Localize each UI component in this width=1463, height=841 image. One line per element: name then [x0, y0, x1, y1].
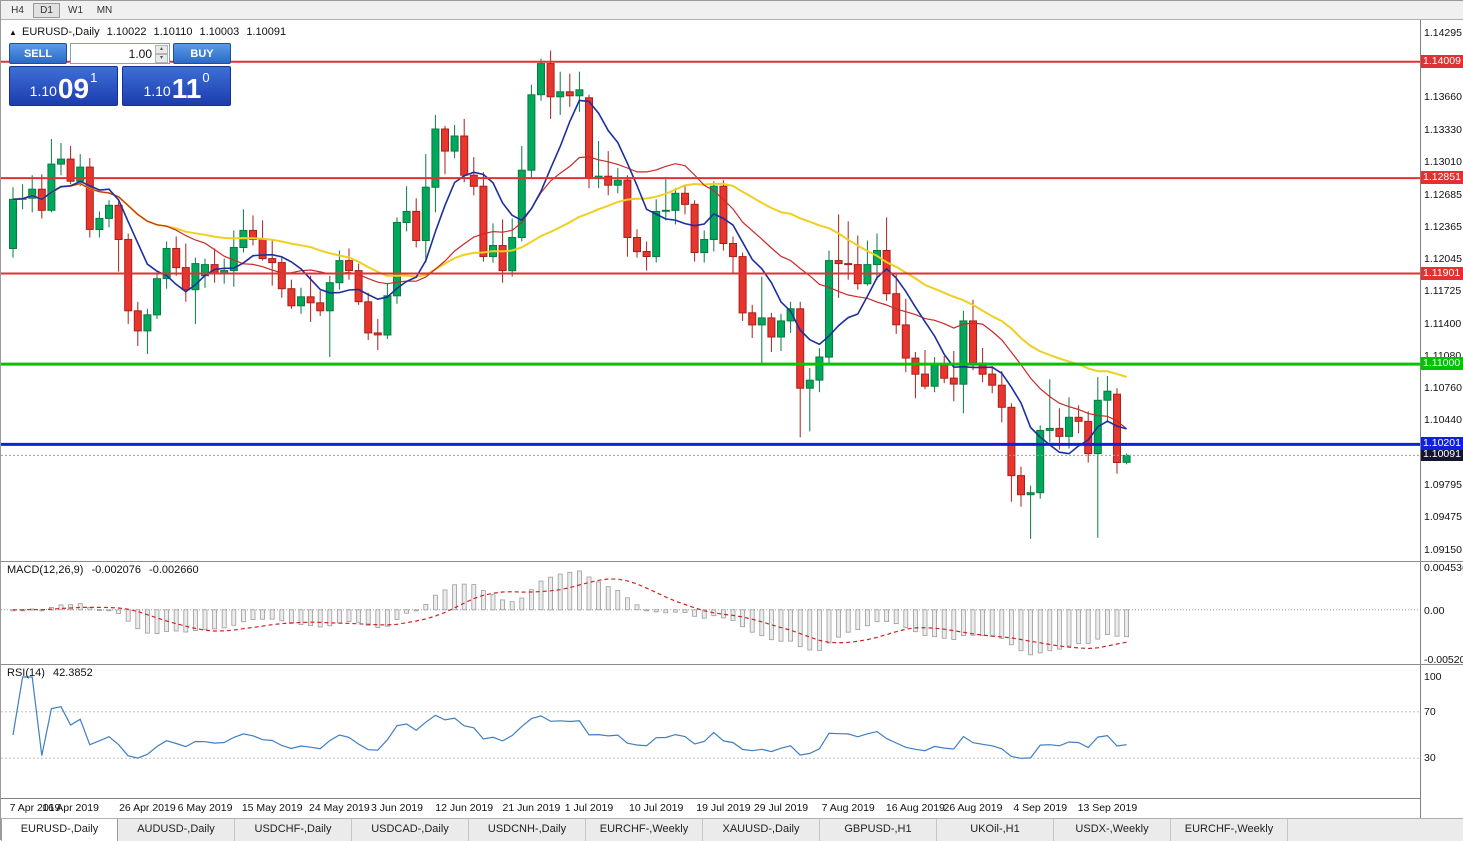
macd-signal-value: -0.002660	[149, 564, 199, 576]
chart-tab-audusd-daily[interactable]: AUDUSD-,Daily	[118, 819, 235, 841]
chart-tab-eurusd-daily[interactable]: EURUSD-,Daily	[1, 819, 118, 841]
time-axis-label: 12 Jun 2019	[435, 802, 493, 814]
ohlc-open: 1.10022	[107, 26, 147, 38]
price-tick: 1.09475	[1424, 511, 1462, 523]
level-price-label: 1.11901	[1421, 267, 1463, 280]
panel-splitter[interactable]	[1, 561, 1463, 562]
price-tick: 1.10440	[1424, 414, 1462, 426]
time-axis-label: 19 Jul 2019	[696, 802, 750, 814]
chart-symbol-label: EURUSD-,Daily	[22, 26, 100, 38]
time-axis-label: 10 Jul 2019	[629, 802, 683, 814]
timeframe-button-h4[interactable]: H4	[4, 3, 31, 18]
time-axis-label: 21 Jun 2019	[502, 802, 560, 814]
lot-decrease-button[interactable]: ▾	[155, 54, 168, 63]
time-axis-label: 26 Aug 2019	[944, 802, 1003, 814]
time-axis-label: 16 Apr 2019	[42, 802, 99, 814]
price-tick: 1.12685	[1424, 189, 1462, 201]
chart-tab-ukoil-h1[interactable]: UKOil-,H1	[937, 819, 1054, 841]
level-price-label: 1.12851	[1421, 171, 1463, 184]
time-axis-label: 24 May 2019	[309, 802, 370, 814]
chart-tab-eurchf-weekly[interactable]: EURCHF-,Weekly	[1171, 819, 1288, 841]
buy-price-pips: 11	[172, 75, 202, 103]
time-axis-label: 15 May 2019	[242, 802, 303, 814]
chart-tab-usdcnh-daily[interactable]: USDCNH-,Daily	[469, 819, 586, 841]
time-axis-label: 16 Aug 2019	[886, 802, 945, 814]
price-tick: 1.13330	[1424, 124, 1462, 136]
sell-price-pips: 09	[58, 75, 89, 103]
time-axis-label: 26 Apr 2019	[119, 802, 176, 814]
buy-price-display[interactable]: 1.10 11 0	[122, 66, 231, 106]
chart-tab-xauusd-daily[interactable]: XAUUSD-,Daily	[703, 819, 820, 841]
time-axis-label: 4 Sep 2019	[1013, 802, 1067, 814]
rsi-axis-label: 70	[1424, 706, 1436, 718]
price-tick: 1.12045	[1424, 253, 1462, 265]
price-tick: 1.11400	[1424, 318, 1461, 330]
chart-tab-usdx-weekly[interactable]: USDX-,Weekly	[1054, 819, 1171, 841]
rsi-axis-label: 30	[1424, 752, 1436, 764]
buy-price-point: 0	[202, 70, 209, 85]
ohlc-low: 1.10003	[200, 26, 240, 38]
time-axis-label: 29 Jul 2019	[754, 802, 808, 814]
price-tick: 1.11725	[1424, 285, 1461, 297]
time-axis-label: 1 Jul 2019	[565, 802, 613, 814]
panel-splitter[interactable]	[1, 664, 1463, 665]
price-axis[interactable]: 1.142951.139951.136601.133301.130101.126…	[1420, 20, 1463, 818]
ohlc-info: ▲ EURUSD-,Daily 1.10022 1.10110 1.10003 …	[9, 26, 290, 38]
macd-chart[interactable]	[1, 562, 1420, 664]
macd-axis-label: 0.004536	[1424, 562, 1463, 574]
rsi-axis-label: 100	[1424, 671, 1442, 683]
price-tick: 1.10760	[1424, 382, 1462, 394]
timeframe-button-w1[interactable]: W1	[62, 3, 89, 18]
rsi-value: 42.3852	[53, 667, 93, 679]
rsi-chart[interactable]	[1, 665, 1420, 797]
time-axis-label: 3 Jun 2019	[371, 802, 423, 814]
timeframe-button-d1[interactable]: D1	[33, 3, 60, 18]
lot-increase-button[interactable]: ▴	[155, 45, 168, 54]
price-tick: 1.13660	[1424, 91, 1462, 103]
rsi-name: RSI(14)	[7, 667, 45, 679]
macd-name: MACD(12,26,9)	[7, 564, 83, 576]
chart-tab-eurchf-weekly[interactable]: EURCHF-,Weekly	[586, 819, 703, 841]
price-tick: 1.09150	[1424, 544, 1462, 556]
sell-price-main: 1.10	[30, 83, 57, 103]
lot-value: 1.00	[129, 47, 152, 61]
time-axis-label: 7 Aug 2019	[822, 802, 875, 814]
level-price-label: 1.14009	[1421, 55, 1463, 68]
price-tick: 1.12365	[1424, 221, 1462, 233]
ohlc-high: 1.10110	[154, 26, 193, 38]
price-tick: 1.14295	[1424, 27, 1462, 39]
macd-axis-label: 0.00	[1424, 605, 1444, 617]
lot-size-input[interactable]: 1.00 ▴ ▾	[70, 43, 170, 64]
time-axis-label: 13 Sep 2019	[1078, 802, 1138, 814]
chart-tab-usdchf-daily[interactable]: USDCHF-,Daily	[235, 819, 352, 841]
lot-spinner: ▴ ▾	[155, 45, 168, 62]
macd-main-value: -0.002076	[91, 564, 141, 576]
price-tick: 1.13010	[1424, 156, 1462, 168]
macd-indicator-label: MACD(12,26,9) -0.002076 -0.002660	[7, 564, 204, 576]
sell-button[interactable]: SELL	[9, 43, 67, 64]
buy-price-main: 1.10	[143, 83, 170, 103]
price-tick: 1.09795	[1424, 479, 1462, 491]
sell-price-point: 1	[90, 70, 97, 85]
chart-tab-gbpusd-h1[interactable]: GBPUSD-,H1	[820, 819, 937, 841]
time-axis-label: 6 May 2019	[178, 802, 233, 814]
rsi-indicator-label: RSI(14) 42.3852	[7, 667, 98, 679]
symbol-marker-icon: ▲	[9, 28, 17, 37]
ohlc-close: 1.10091	[246, 26, 286, 38]
one-click-trading-panel: SELL 1.00 ▴ ▾ BUY 1.10 09 1 1.10 11 0	[9, 43, 231, 106]
level-price-label: 1.10201	[1421, 437, 1463, 450]
sell-price-display[interactable]: 1.10 09 1	[9, 66, 118, 106]
chart-tab-usdcad-daily[interactable]: USDCAD-,Daily	[352, 819, 469, 841]
timeframe-button-mn[interactable]: MN	[91, 3, 118, 18]
buy-button[interactable]: BUY	[173, 43, 231, 64]
level-price-label: 1.11000	[1421, 357, 1463, 370]
